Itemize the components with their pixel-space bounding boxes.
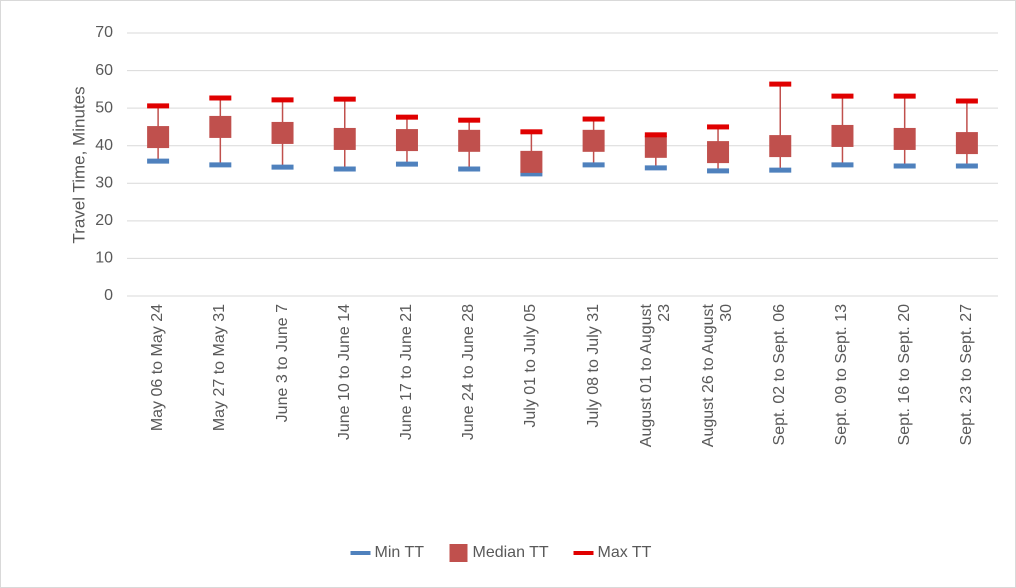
dash-marker <box>458 166 481 172</box>
median-marker <box>769 135 792 158</box>
dash-marker <box>644 165 667 171</box>
median-marker <box>395 129 418 152</box>
legend-swatch <box>573 551 594 555</box>
median-marker <box>520 150 543 173</box>
dash-marker <box>395 161 418 167</box>
x-tick-label: Sept. 23 to Sept. 27 <box>957 304 975 446</box>
x-tick-label: June 3 to June 7 <box>273 304 291 423</box>
dash-marker <box>209 95 232 101</box>
legend-swatch <box>449 544 468 562</box>
x-tick-label: Sept. 09 to Sept. 13 <box>833 304 851 446</box>
x-tick-label: May 27 to May 31 <box>211 304 229 432</box>
dash-marker <box>893 163 916 169</box>
dash-marker <box>333 96 356 102</box>
legend-label: Max TT <box>598 544 652 561</box>
y-tick-label: 70 <box>95 24 113 41</box>
dash-marker <box>395 114 418 120</box>
median-marker <box>333 127 356 150</box>
median-marker <box>644 135 667 158</box>
dash-marker <box>582 116 605 122</box>
y-tick-label: 40 <box>95 137 113 154</box>
dash-marker <box>644 132 667 138</box>
x-tick-label: August 26 to August 30 <box>700 304 736 448</box>
dash-marker <box>955 163 978 169</box>
median-marker <box>271 121 294 144</box>
legend-swatch <box>350 551 371 555</box>
y-tick-label: 10 <box>95 250 113 267</box>
median-marker <box>831 124 854 147</box>
y-tick-label: 20 <box>95 212 113 229</box>
dash-marker <box>707 168 730 174</box>
x-tick-label: May 06 to May 24 <box>149 304 167 432</box>
x-tick-label: July 08 to July 31 <box>584 304 602 428</box>
dash-marker <box>209 162 232 168</box>
y-tick-label: 60 <box>95 62 113 79</box>
y-tick-label: 30 <box>95 175 113 192</box>
y-tick-label: 0 <box>104 287 113 304</box>
dash-marker <box>955 98 978 104</box>
dash-marker <box>271 164 294 170</box>
legend-label: Min TT <box>375 544 425 561</box>
dash-marker <box>831 93 854 99</box>
x-tick-label: Sept. 02 to Sept. 06 <box>771 304 789 446</box>
median-marker <box>955 132 978 155</box>
x-tick-label: June 24 to June 28 <box>460 304 478 441</box>
dash-marker <box>333 166 356 172</box>
dash-marker <box>271 97 294 103</box>
dash-marker <box>893 93 916 99</box>
dash-marker <box>458 117 481 123</box>
dash-marker <box>147 103 170 109</box>
median-marker <box>582 129 605 152</box>
x-tick-label: July 01 to July 05 <box>522 304 540 428</box>
x-tick-label: Sept. 16 to Sept. 20 <box>895 304 913 446</box>
y-axis-title: Travel Time, Minutes <box>69 86 88 243</box>
median-marker <box>893 127 916 150</box>
dash-marker <box>520 129 543 135</box>
x-tick-label: August 01 to August 23 <box>637 304 673 448</box>
dash-marker <box>769 167 792 173</box>
median-marker <box>209 115 232 138</box>
dash-marker <box>707 124 730 130</box>
median-marker <box>147 126 170 149</box>
dash-marker <box>831 162 854 168</box>
legend-label: Median TT <box>473 544 549 561</box>
dash-marker <box>520 171 543 177</box>
median-marker <box>458 129 481 152</box>
x-tick-label: June 17 to June 21 <box>397 304 415 441</box>
dash-marker <box>147 158 170 164</box>
x-tick-label: June 10 to June 14 <box>335 304 353 441</box>
y-tick-label: 50 <box>95 99 113 116</box>
dash-marker <box>582 162 605 168</box>
dash-marker <box>769 81 792 87</box>
median-marker <box>707 141 730 164</box>
